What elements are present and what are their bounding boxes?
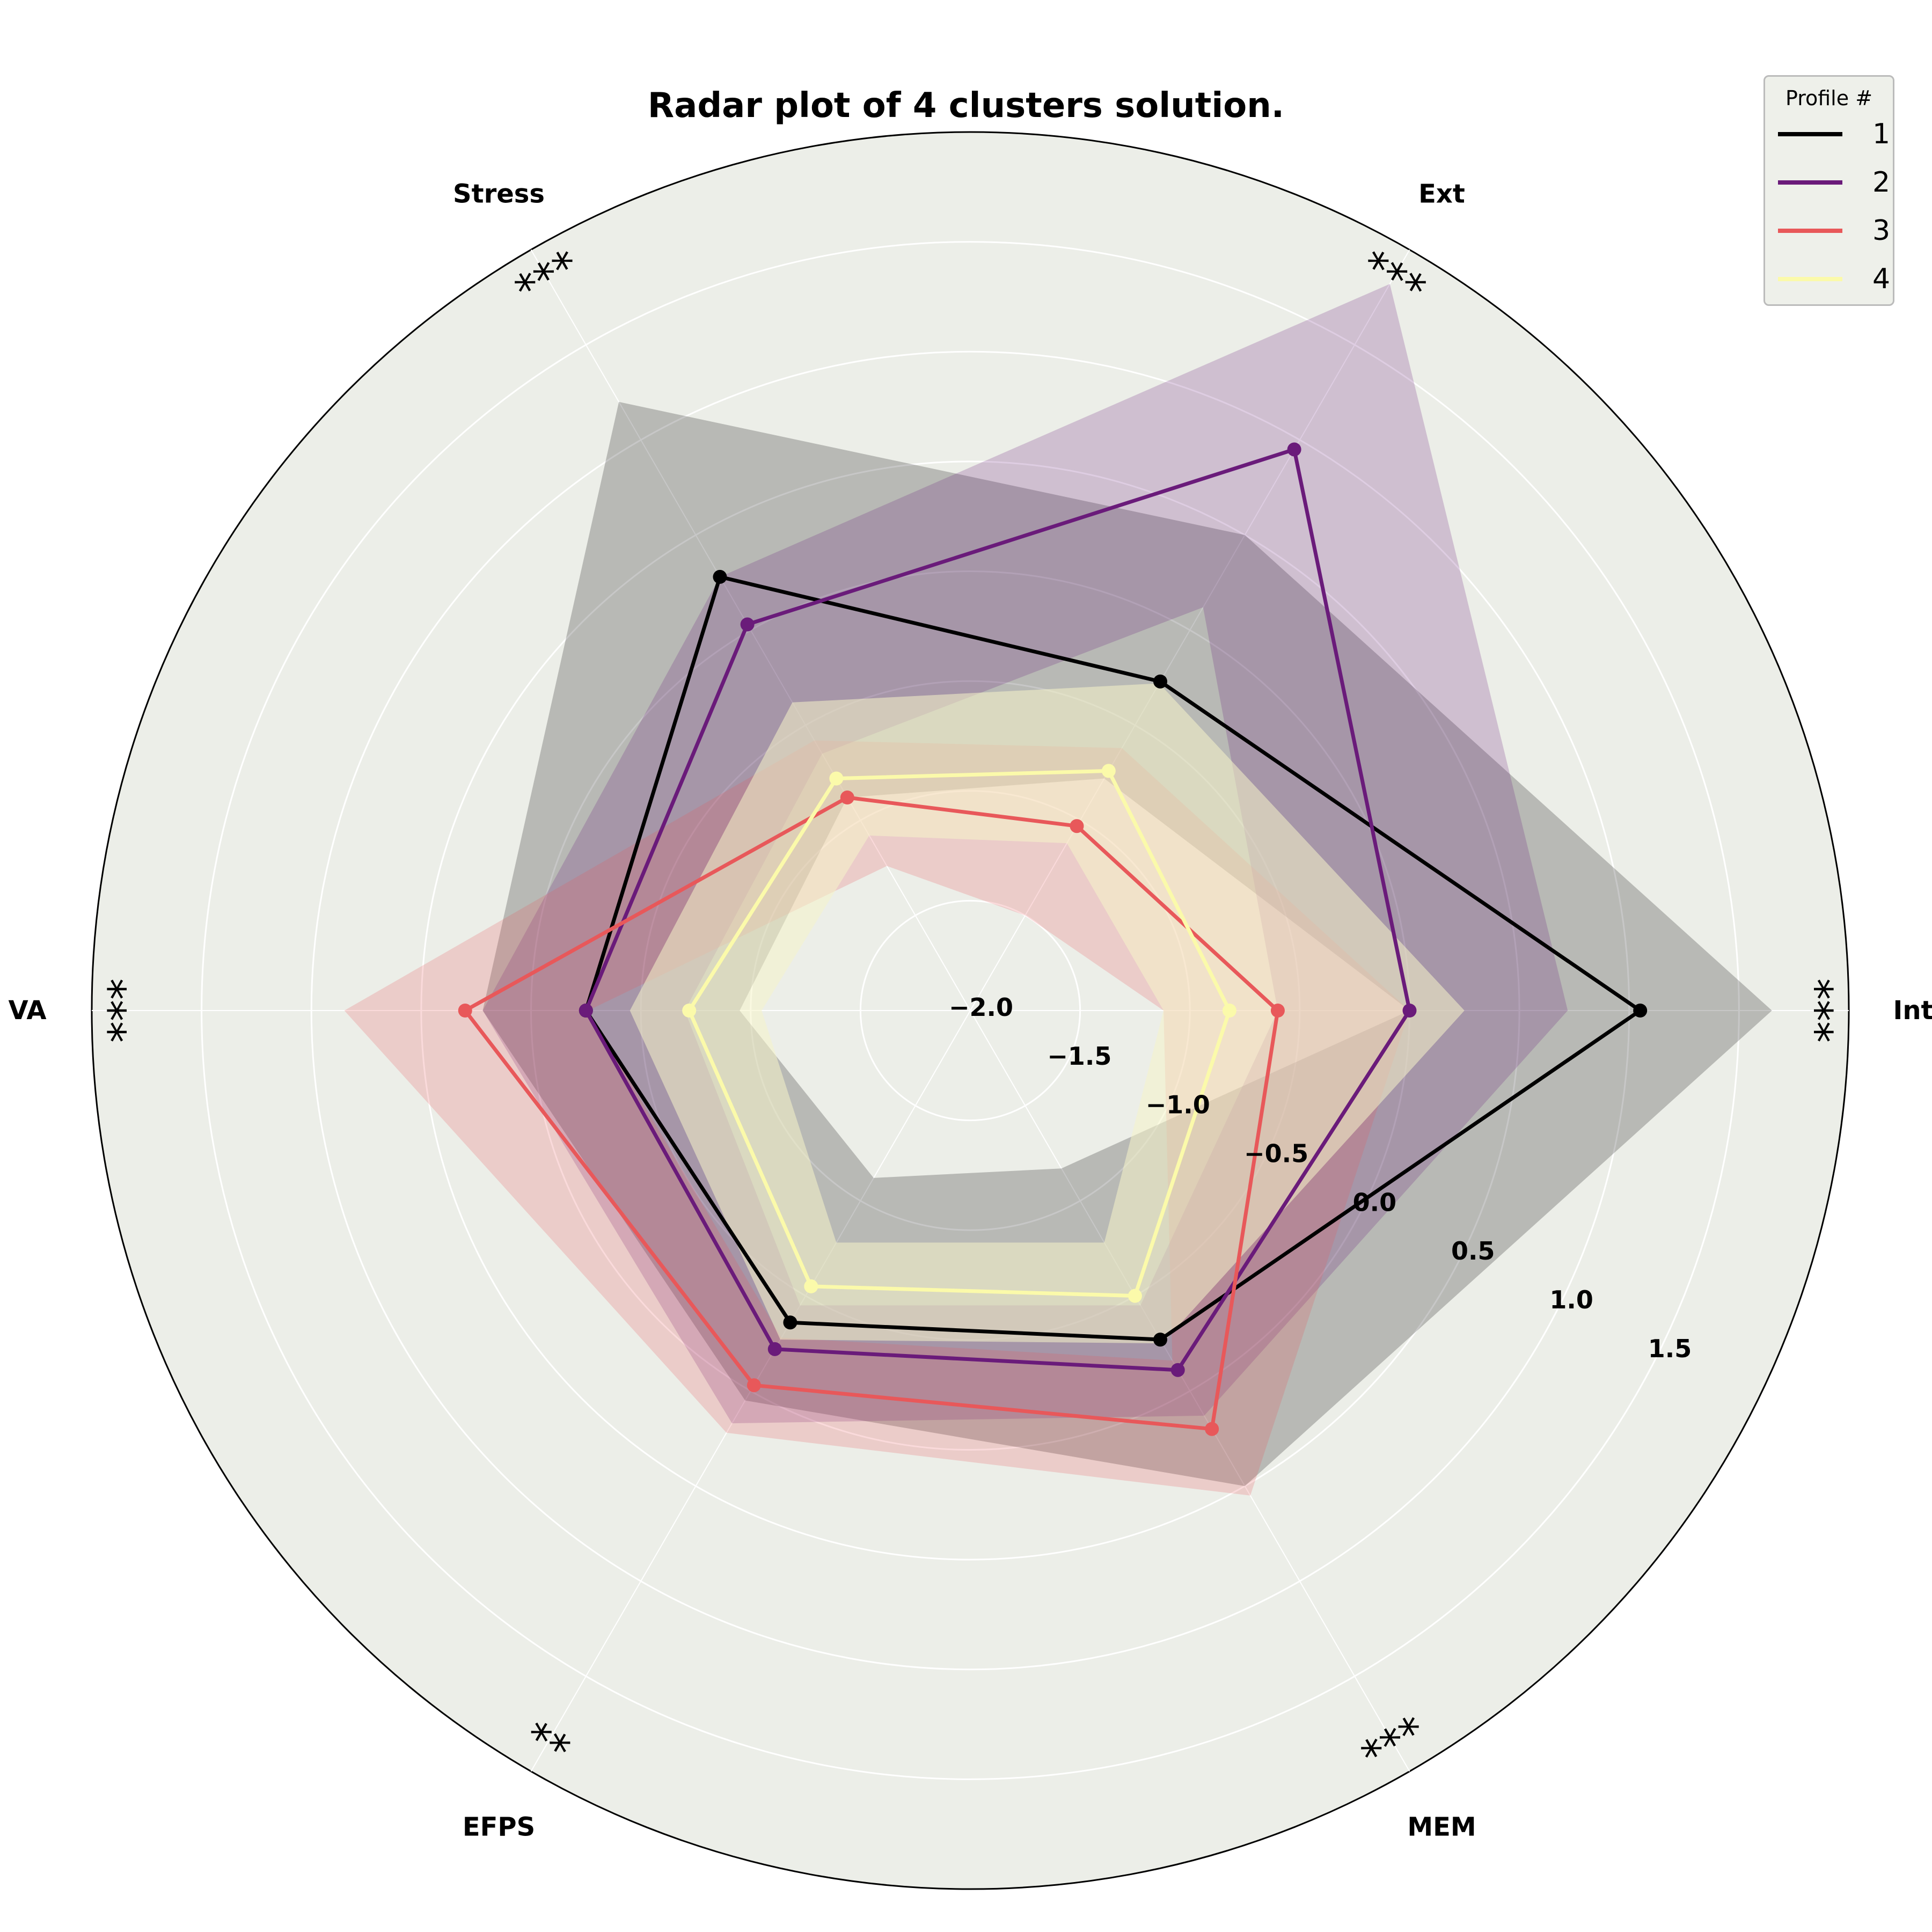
axis-label-Stress: Stress xyxy=(453,179,545,209)
r-tick-label-5: 0.5 xyxy=(1451,1236,1495,1265)
point-series-1-Ext xyxy=(1153,674,1168,689)
legend-label-3: 3 xyxy=(1872,215,1891,247)
point-series-2-Int xyxy=(1402,1004,1417,1018)
point-series-1-Int xyxy=(1633,1004,1648,1018)
point-series-2-Ext xyxy=(1287,442,1301,457)
significance-Int: *** xyxy=(1791,978,1841,1043)
legend-swatch-3 xyxy=(1778,229,1842,233)
r-tick-label-3: −0.5 xyxy=(1244,1139,1308,1168)
axis-labels: −2.0 −1.5 −1.0 −0.5 0.0 0.5 1.0 1.5 Int *** Ext ***… xyxy=(8,179,1932,1842)
r-tick-label-4: 0.0 xyxy=(1353,1188,1397,1217)
point-series-3-Ext xyxy=(1070,819,1084,833)
r-tick-label-0: −2.0 xyxy=(949,993,1013,1022)
r-tick-label-2: −1.0 xyxy=(1146,1091,1210,1119)
point-series-2-VA xyxy=(579,1004,593,1018)
point-series-4-EFPS xyxy=(804,1279,818,1293)
legend-swatch-4 xyxy=(1778,277,1842,281)
point-series-2-MEM xyxy=(1170,1363,1185,1377)
axis-label-EFPS: EFPS xyxy=(463,1812,535,1842)
legend: Profile # 1 2 3 4 xyxy=(1763,75,1894,306)
r-tick-label-6: 1.0 xyxy=(1549,1285,1593,1314)
point-series-1-MEM xyxy=(1153,1333,1168,1347)
point-series-4-MEM xyxy=(1128,1289,1142,1303)
axis-label-MEM: MEM xyxy=(1407,1812,1476,1842)
point-series-2-EFPS xyxy=(767,1342,782,1356)
point-series-3-VA xyxy=(458,1004,472,1018)
legend-item-4: 4 xyxy=(1765,255,1893,303)
grid xyxy=(92,241,1849,1780)
legend-label-4: 4 xyxy=(1872,263,1891,295)
point-series-4-Int xyxy=(1222,1004,1236,1018)
r-tick-label-7: 1.5 xyxy=(1648,1334,1692,1363)
legend-item-2: 2 xyxy=(1765,158,1893,207)
grid-spoke-Ext xyxy=(970,249,1410,1011)
point-series-4-VA xyxy=(682,1004,697,1018)
point-series-3-EFPS xyxy=(747,1378,761,1393)
significance-VA: *** xyxy=(99,978,149,1043)
series-lines xyxy=(458,442,1648,1436)
legend-label-2: 2 xyxy=(1872,166,1891,199)
grid-spoke-MEM xyxy=(970,1010,1410,1772)
point-series-1-EFPS xyxy=(783,1315,797,1330)
legend-item-1: 1 xyxy=(1765,110,1893,158)
legend-title: Profile # xyxy=(1785,86,1873,110)
point-series-4-Stress xyxy=(829,771,844,786)
legend-swatch-1 xyxy=(1778,132,1842,136)
point-series-2-Stress xyxy=(740,617,755,632)
point-series-4-Ext xyxy=(1101,764,1116,778)
r-tick-label-1: −1.5 xyxy=(1047,1042,1111,1071)
point-series-3-Stress xyxy=(840,791,854,805)
chart-title: Radar plot of 4 clusters solution. xyxy=(647,86,1285,126)
axis-label-Int: Int xyxy=(1893,996,1932,1026)
legend-item-3: 3 xyxy=(1765,207,1893,255)
point-series-1-Stress xyxy=(713,569,727,584)
band-series-4 xyxy=(630,683,1465,1344)
point-series-3-Int xyxy=(1270,1004,1285,1018)
legend-swatch-2 xyxy=(1778,180,1842,185)
axis-label-Ext: Ext xyxy=(1418,179,1465,209)
point-series-3-MEM xyxy=(1205,1422,1219,1436)
legend-label-1: 1 xyxy=(1872,118,1891,150)
axis-label-VA: VA xyxy=(8,996,46,1026)
